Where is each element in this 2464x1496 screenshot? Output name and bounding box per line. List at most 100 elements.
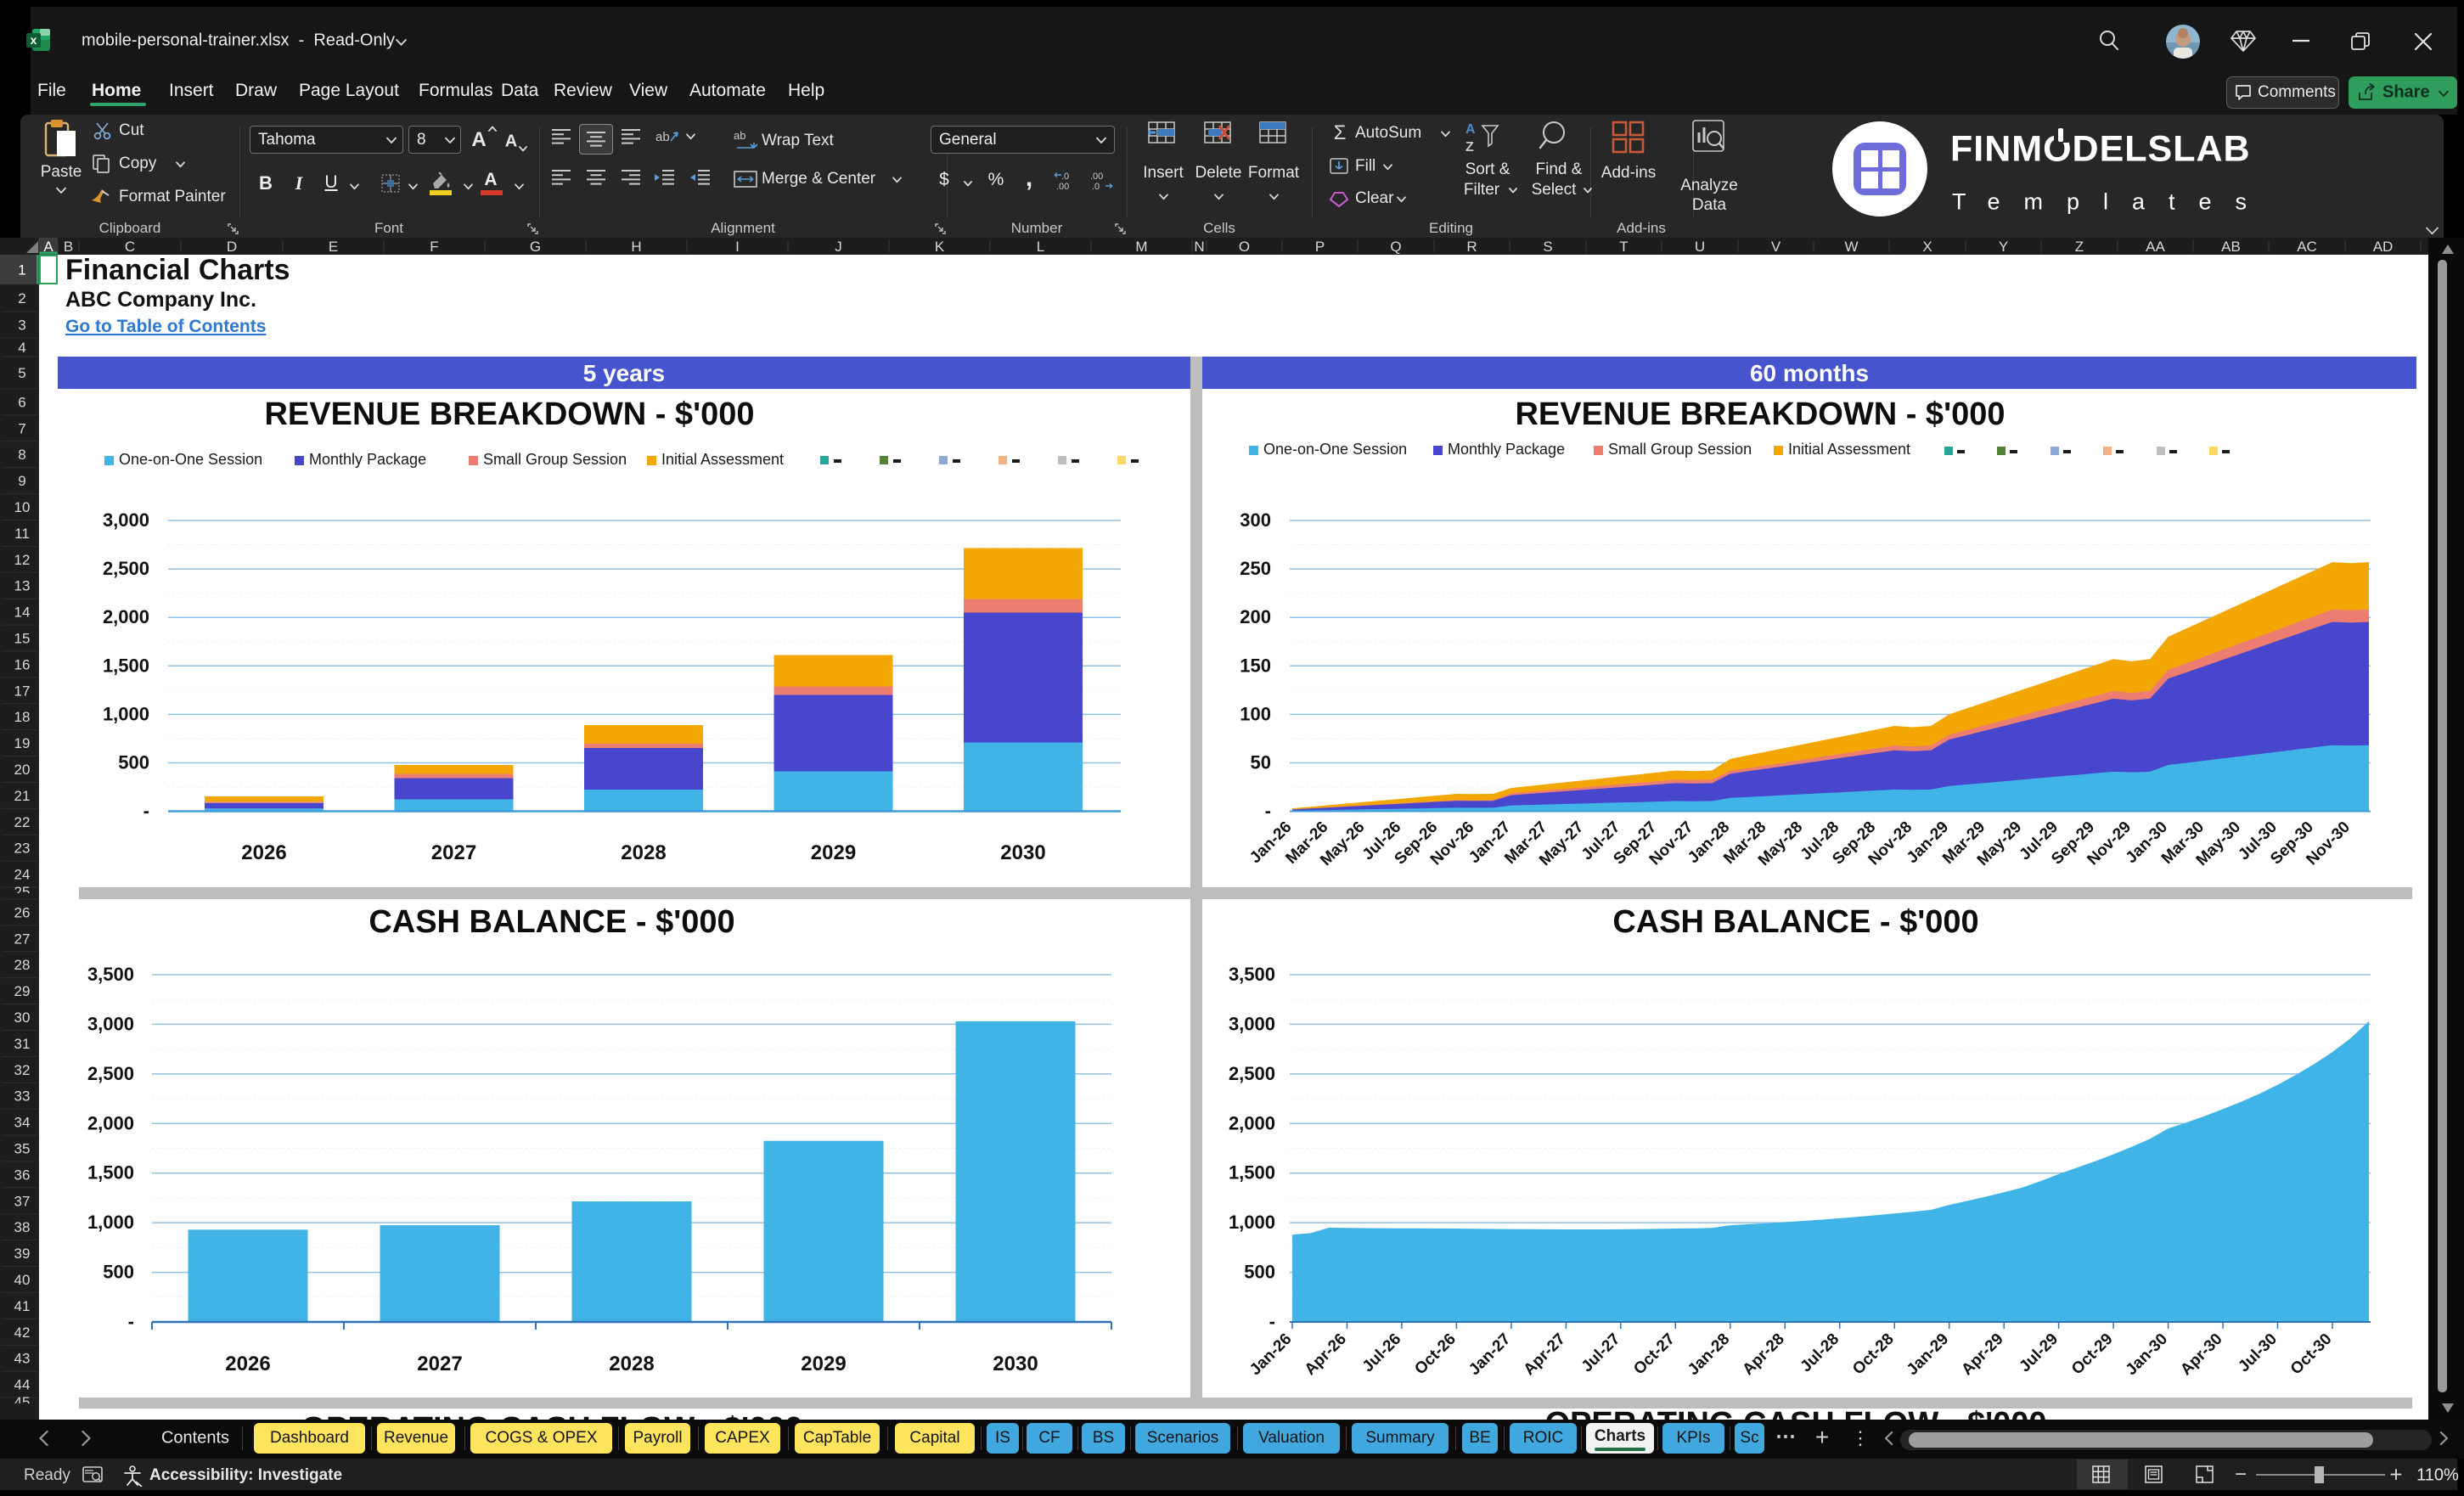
svg-text:45: 45 <box>14 1394 31 1410</box>
svg-text:60 months: 60 months <box>1750 360 1869 386</box>
svg-text:50: 50 <box>1251 752 1271 773</box>
svg-text:.0: .0 <box>1092 182 1100 192</box>
svg-text:18: 18 <box>14 709 31 725</box>
svg-text:C: C <box>125 239 135 255</box>
svg-text:3,500: 3,500 <box>87 964 134 985</box>
svg-text:1,000: 1,000 <box>1229 1212 1275 1233</box>
svg-text:2,000: 2,000 <box>1229 1112 1275 1133</box>
svg-text:x: x <box>31 33 37 47</box>
svg-text:2029: 2029 <box>801 1353 846 1375</box>
svg-text:8: 8 <box>18 447 25 463</box>
svg-text:19: 19 <box>14 735 31 751</box>
svg-text:One-on-One Session: One-on-One Session <box>119 451 262 468</box>
svg-text:27: 27 <box>14 931 31 947</box>
svg-text:P: P <box>1315 239 1325 255</box>
svg-text:2026: 2026 <box>241 841 286 864</box>
svg-text:Z: Z <box>2075 239 2084 255</box>
svg-text:14: 14 <box>14 605 31 621</box>
svg-text:E: E <box>329 239 338 255</box>
svg-text:2,500: 2,500 <box>103 558 149 579</box>
svg-text:1,000: 1,000 <box>87 1212 134 1233</box>
svg-text:20: 20 <box>14 762 31 778</box>
svg-text:33: 33 <box>14 1088 31 1105</box>
svg-text:2,500: 2,500 <box>1229 1063 1275 1084</box>
svg-text:2,500: 2,500 <box>87 1063 134 1084</box>
svg-text:28: 28 <box>14 957 31 973</box>
svg-text:26: 26 <box>14 904 31 920</box>
svg-text:35: 35 <box>14 1141 31 1157</box>
svg-text:44: 44 <box>14 1377 31 1393</box>
svg-text:5: 5 <box>18 365 25 381</box>
svg-text:T: T <box>1619 239 1628 255</box>
svg-text:31: 31 <box>14 1036 31 1052</box>
svg-text:5 years: 5 years <box>583 360 666 386</box>
svg-text:2030: 2030 <box>993 1353 1038 1375</box>
svg-text:Initial Assessment: Initial Assessment <box>661 451 784 468</box>
svg-text:ab: ab <box>734 129 745 142</box>
svg-text:7: 7 <box>18 420 25 436</box>
svg-text:.00: .00 <box>1056 182 1069 192</box>
svg-text:15: 15 <box>14 631 31 647</box>
svg-text:3,000: 3,000 <box>1229 1013 1275 1034</box>
svg-text:21: 21 <box>14 788 31 804</box>
svg-text:29: 29 <box>14 983 31 999</box>
svg-text:H: H <box>631 239 641 255</box>
svg-text:500: 500 <box>118 752 149 773</box>
svg-text:U: U <box>1695 239 1705 255</box>
svg-text:13: 13 <box>14 578 31 594</box>
svg-text:2,000: 2,000 <box>87 1112 134 1133</box>
svg-text:36: 36 <box>14 1167 31 1183</box>
svg-text:N: N <box>1194 239 1204 255</box>
svg-text:1,500: 1,500 <box>1229 1162 1275 1184</box>
svg-text:500: 500 <box>1244 1262 1275 1283</box>
svg-text:K: K <box>935 239 945 255</box>
svg-text:41: 41 <box>14 1298 31 1314</box>
svg-text:3: 3 <box>18 318 25 334</box>
svg-text:30: 30 <box>14 1010 31 1026</box>
svg-text:39: 39 <box>14 1246 31 1262</box>
svg-text:F: F <box>430 239 438 255</box>
svg-text:J: J <box>835 239 842 255</box>
svg-text:-: - <box>128 1311 134 1332</box>
svg-text:AC: AC <box>2297 239 2317 255</box>
svg-text:6: 6 <box>18 394 25 410</box>
svg-text:AA: AA <box>2146 239 2165 255</box>
svg-text:.00: .00 <box>1090 172 1103 182</box>
svg-text:REVENUE BREAKDOWN - $'000: REVENUE BREAKDOWN - $'000 <box>264 396 754 432</box>
svg-text:Q: Q <box>1390 239 1401 255</box>
svg-text:22: 22 <box>14 814 31 830</box>
svg-text:2027: 2027 <box>417 1353 462 1375</box>
svg-text:CASH BALANCE - $'000: CASH BALANCE - $'000 <box>368 904 734 940</box>
svg-text:-: - <box>143 801 149 822</box>
svg-text:1,000: 1,000 <box>103 703 149 724</box>
svg-text:Financial Charts: Financial Charts <box>65 254 290 286</box>
svg-text:42: 42 <box>14 1324 31 1341</box>
svg-text:3,000: 3,000 <box>103 509 149 531</box>
svg-text:1: 1 <box>18 262 25 278</box>
svg-text:O: O <box>1239 239 1250 255</box>
svg-text:A: A <box>43 239 53 255</box>
svg-text:150: 150 <box>1240 655 1271 676</box>
svg-text:ABC Company Inc.: ABC Company Inc. <box>65 288 256 312</box>
svg-text:2030: 2030 <box>1000 841 1045 864</box>
svg-text:B: B <box>64 239 73 255</box>
svg-text:-: - <box>1265 801 1271 822</box>
svg-text:Z: Z <box>1465 140 1474 155</box>
svg-text:3,500: 3,500 <box>1229 964 1275 985</box>
svg-text:V: V <box>1771 239 1781 255</box>
svg-text:40: 40 <box>14 1272 31 1288</box>
svg-text:16: 16 <box>14 656 31 672</box>
svg-text:-: - <box>1269 1311 1275 1332</box>
svg-text:I: I <box>735 239 740 255</box>
svg-text:17: 17 <box>14 683 31 699</box>
svg-text:2: 2 <box>18 290 25 307</box>
svg-text:2028: 2028 <box>621 841 666 864</box>
svg-text:Small Group Session: Small Group Session <box>1608 441 1752 458</box>
svg-text:2028: 2028 <box>609 1353 654 1375</box>
svg-text:W: W <box>1844 239 1858 255</box>
svg-text:A: A <box>1465 122 1476 137</box>
svg-text:ab: ab <box>655 130 670 144</box>
svg-text:REVENUE BREAKDOWN - $'000: REVENUE BREAKDOWN - $'000 <box>1515 396 2005 432</box>
svg-text:Y: Y <box>1999 239 2008 255</box>
svg-text:X: X <box>1922 239 1932 255</box>
